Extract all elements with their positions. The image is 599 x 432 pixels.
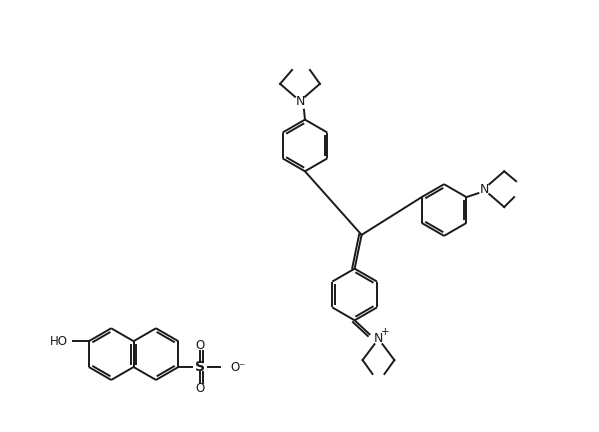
Text: O: O [195, 382, 205, 395]
Text: O⁻: O⁻ [230, 361, 246, 374]
Text: +: + [381, 327, 390, 337]
Text: S: S [195, 360, 205, 374]
Text: N: N [374, 332, 383, 345]
Text: HO: HO [50, 335, 68, 348]
Text: N: N [480, 183, 489, 196]
Text: N: N [295, 95, 305, 108]
Text: O: O [195, 339, 205, 352]
